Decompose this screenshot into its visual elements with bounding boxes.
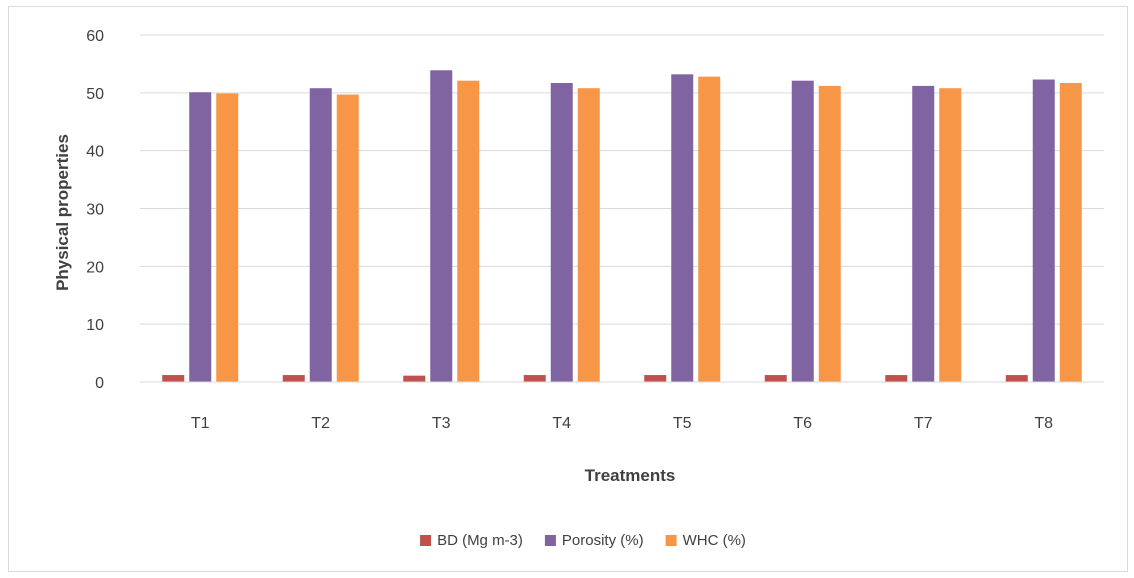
bars	[162, 70, 1082, 383]
x-tick-label: T6	[793, 415, 812, 432]
x-tick-label: T3	[432, 415, 451, 432]
bar-t8-series-1	[1005, 375, 1028, 382]
bar-t2-series-2	[309, 88, 332, 382]
bar-t7-series-2	[912, 85, 935, 382]
bar-t4-series-3	[577, 88, 600, 382]
x-axis-ticks: T1 T2 T3 T4 T5 T6 T7 T8	[191, 415, 1053, 432]
y-tick-label: 20	[86, 259, 104, 276]
legend-label-3: WHC (%)	[683, 532, 746, 549]
bar-t5-series-1	[644, 375, 667, 382]
y-tick-label: 0	[95, 375, 104, 392]
x-tick-label: T5	[673, 415, 692, 432]
legend-swatch-2	[544, 535, 556, 546]
x-tick-label: T8	[1034, 415, 1053, 432]
bar-t5-series-3	[698, 76, 721, 382]
legend-label-1: BD (Mg m-3)	[437, 532, 523, 549]
bar-t2-series-3	[336, 94, 359, 383]
bar-t8-series-3	[1059, 83, 1082, 383]
bar-t1-series-3	[216, 93, 239, 382]
bar-t3-series-1	[403, 375, 426, 382]
y-tick-label: 50	[86, 86, 104, 103]
bar-t6-series-2	[791, 80, 814, 383]
y-tick-label: 10	[86, 317, 104, 334]
x-tick-label: T1	[191, 415, 210, 432]
bar-t1-series-1	[162, 375, 185, 382]
bar-t4-series-1	[523, 375, 546, 382]
y-tick-label: 60	[86, 28, 104, 45]
bar-t5-series-2	[671, 74, 694, 383]
bar-t3-series-2	[430, 70, 453, 383]
bar-t3-series-3	[457, 80, 480, 383]
x-tick-label: T4	[552, 415, 571, 432]
bar-t2-series-1	[282, 375, 305, 382]
bar-t6-series-1	[764, 375, 787, 382]
x-axis-title: Treatments	[585, 466, 676, 485]
bar-t4-series-2	[550, 83, 573, 383]
x-tick-label: T7	[914, 415, 933, 432]
legend-label-2: Porosity (%)	[562, 532, 644, 549]
y-axis-title: Physical properties	[53, 134, 72, 291]
y-tick-label: 30	[86, 202, 104, 219]
bar-t6-series-3	[818, 85, 841, 382]
legend-swatch-3	[665, 535, 677, 546]
y-axis-ticks: 0 10 20 30 40 50 60	[86, 28, 104, 392]
bar-t7-series-3	[939, 88, 962, 382]
bar-t1-series-2	[189, 92, 212, 382]
legend-swatch-1	[420, 535, 432, 546]
x-tick-label: T2	[311, 415, 330, 432]
legend: BD (Mg m-3) Porosity (%) WHC (%)	[420, 532, 746, 549]
y-tick-label: 40	[86, 144, 104, 161]
bar-t7-series-1	[885, 375, 908, 382]
bar-t8-series-2	[1032, 79, 1055, 382]
